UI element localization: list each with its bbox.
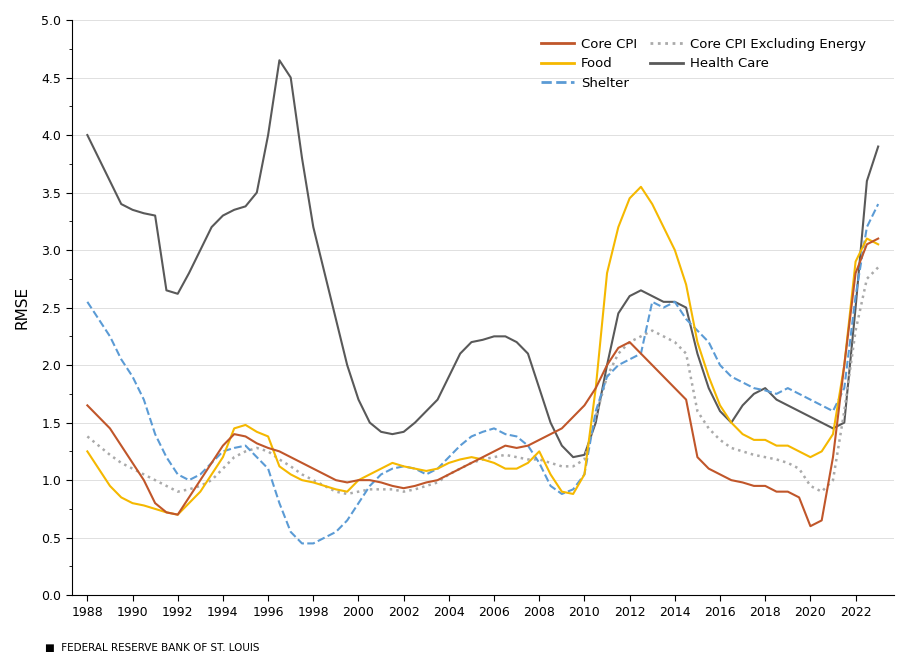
Core CPI <box>873 234 884 242</box>
Legend: Core CPI, Food, Shelter, Core CPI Excluding Energy, Health Care: Core CPI, Food, Shelter, Core CPI Exclud… <box>536 32 871 95</box>
Shelter <box>82 298 93 306</box>
Health Care <box>850 304 861 312</box>
Food <box>568 490 579 498</box>
Shelter <box>873 200 884 208</box>
Health Care <box>477 336 488 344</box>
Food <box>105 482 115 490</box>
Core CPI <box>466 459 477 467</box>
Shelter <box>477 428 488 436</box>
Food <box>206 471 217 478</box>
Food <box>816 447 827 455</box>
Core CPI Excluding Energy <box>568 463 579 471</box>
Shelter <box>296 539 307 547</box>
Core CPI Excluding Energy <box>477 455 488 463</box>
Shelter <box>839 384 850 392</box>
Shelter <box>319 534 330 542</box>
Core CPI <box>556 424 567 432</box>
Line: Core CPI: Core CPI <box>87 238 878 526</box>
Health Care <box>816 418 827 426</box>
Core CPI Excluding Energy <box>308 476 319 484</box>
Food <box>873 240 884 248</box>
Line: Shelter: Shelter <box>87 204 878 543</box>
Health Care <box>274 56 285 64</box>
Core CPI <box>839 361 850 369</box>
Health Care <box>579 451 590 459</box>
Core CPI Excluding Energy <box>839 407 850 415</box>
Shelter <box>692 327 703 335</box>
Text: ■  FEDERAL RESERVE BANK OF ST. LOUIS: ■ FEDERAL RESERVE BANK OF ST. LOUIS <box>45 644 260 653</box>
Health Care <box>568 453 579 461</box>
Line: Core CPI Excluding Energy: Core CPI Excluding Energy <box>87 267 878 494</box>
Shelter <box>105 333 115 341</box>
Core CPI Excluding Energy <box>82 432 93 440</box>
Food <box>635 183 646 191</box>
Core CPI Excluding Energy <box>105 451 115 459</box>
Food <box>173 511 184 519</box>
Core CPI <box>105 424 115 432</box>
Line: Health Care: Health Care <box>87 60 878 457</box>
Core CPI Excluding Energy <box>692 407 703 415</box>
Core CPI Excluding Energy <box>873 263 884 271</box>
Health Care <box>873 143 884 150</box>
Core CPI <box>681 395 692 403</box>
Food <box>477 455 488 463</box>
Line: Food: Food <box>87 187 878 515</box>
Core CPI <box>308 465 319 473</box>
Y-axis label: RMSE: RMSE <box>15 286 30 329</box>
Health Care <box>105 177 115 185</box>
Shelter <box>568 485 579 493</box>
Core CPI <box>82 401 93 409</box>
Health Care <box>195 246 205 254</box>
Food <box>82 447 93 455</box>
Core CPI <box>805 522 816 530</box>
Core CPI Excluding Energy <box>342 490 353 498</box>
Food <box>850 257 861 265</box>
Health Care <box>82 131 93 139</box>
